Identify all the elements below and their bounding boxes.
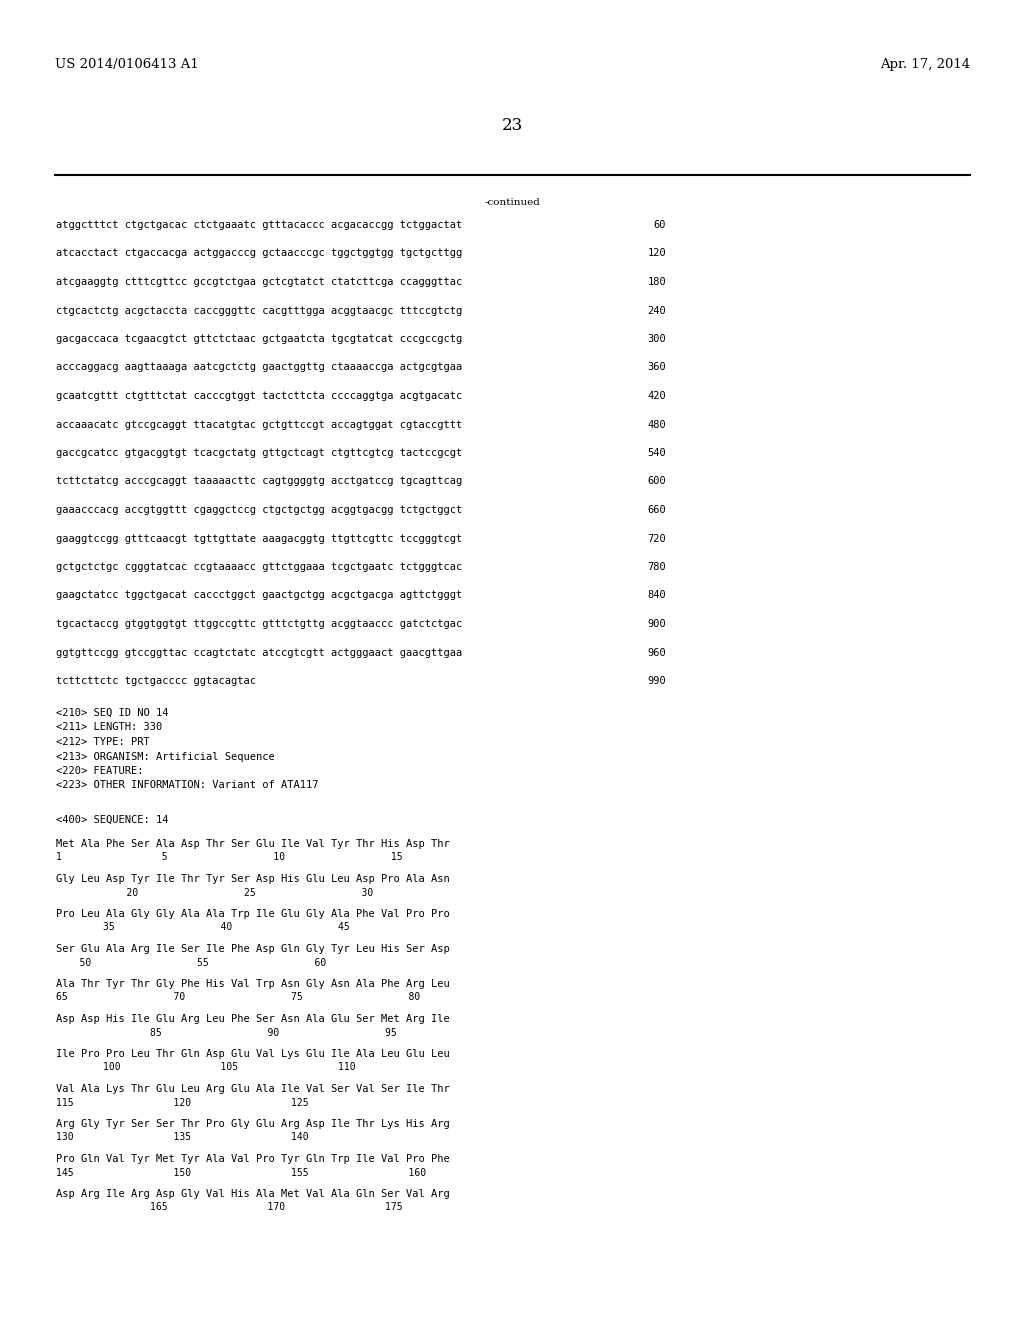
Text: 360: 360	[647, 363, 666, 372]
Text: Met Ala Phe Ser Ala Asp Thr Ser Glu Ile Val Tyr Thr His Asp Thr: Met Ala Phe Ser Ala Asp Thr Ser Glu Ile …	[56, 840, 450, 849]
Text: 480: 480	[647, 420, 666, 429]
Text: 85                  90                  95: 85 90 95	[56, 1027, 396, 1038]
Text: 600: 600	[647, 477, 666, 487]
Text: atcacctact ctgaccacga actggacccg gctaacccgc tggctggtgg tgctgcttgg: atcacctact ctgaccacga actggacccg gctaacc…	[56, 248, 462, 259]
Text: 660: 660	[647, 506, 666, 515]
Text: 115                 120                 125: 115 120 125	[56, 1097, 308, 1107]
Text: tgcactaccg gtggtggtgt ttggccgttc gtttctgttg acggtaaccc gatctctgac: tgcactaccg gtggtggtgt ttggccgttc gtttctg…	[56, 619, 462, 630]
Text: Gly Leu Asp Tyr Ile Thr Tyr Ser Asp His Glu Leu Asp Pro Ala Asn: Gly Leu Asp Tyr Ile Thr Tyr Ser Asp His …	[56, 874, 450, 884]
Text: atggctttct ctgctgacac ctctgaaatc gtttacaccc acgacaccgg tctggactat: atggctttct ctgctgacac ctctgaaatc gtttaca…	[56, 220, 462, 230]
Text: 23: 23	[502, 117, 522, 135]
Text: tcttcttctc tgctgacccc ggtacagtac: tcttcttctc tgctgacccc ggtacagtac	[56, 676, 256, 686]
Text: 20                  25                  30: 20 25 30	[56, 887, 374, 898]
Text: 130                 135                 140: 130 135 140	[56, 1133, 308, 1143]
Text: Ile Pro Pro Leu Thr Gln Asp Glu Val Lys Glu Ile Ala Leu Glu Leu: Ile Pro Pro Leu Thr Gln Asp Glu Val Lys …	[56, 1049, 450, 1059]
Text: 120: 120	[647, 248, 666, 259]
Text: <223> OTHER INFORMATION: Variant of ATA117: <223> OTHER INFORMATION: Variant of ATA1…	[56, 780, 318, 791]
Text: <212> TYPE: PRT: <212> TYPE: PRT	[56, 737, 150, 747]
Text: US 2014/0106413 A1: US 2014/0106413 A1	[55, 58, 199, 71]
Text: <220> FEATURE:: <220> FEATURE:	[56, 766, 143, 776]
Text: 840: 840	[647, 590, 666, 601]
Text: Asp Asp His Ile Glu Arg Leu Phe Ser Asn Ala Glu Ser Met Arg Ile: Asp Asp His Ile Glu Arg Leu Phe Ser Asn …	[56, 1014, 450, 1024]
Text: 145                 150                 155                 160: 145 150 155 160	[56, 1167, 426, 1177]
Text: Asp Arg Ile Arg Asp Gly Val His Ala Met Val Ala Gln Ser Val Arg: Asp Arg Ile Arg Asp Gly Val His Ala Met …	[56, 1189, 450, 1199]
Text: gaaggtccgg gtttcaacgt tgttgttate aaagacggtg ttgttcgttc tccgggtcgt: gaaggtccgg gtttcaacgt tgttgttate aaagacg…	[56, 533, 462, 544]
Text: <211> LENGTH: 330: <211> LENGTH: 330	[56, 722, 162, 733]
Text: 720: 720	[647, 533, 666, 544]
Text: 540: 540	[647, 447, 666, 458]
Text: <213> ORGANISM: Artificial Sequence: <213> ORGANISM: Artificial Sequence	[56, 751, 274, 762]
Text: gctgctctgc cgggtatcac ccgtaaaacc gttctggaaa tcgctgaatc tctgggtcac: gctgctctgc cgggtatcac ccgtaaaacc gttctgg…	[56, 562, 462, 572]
Text: Val Ala Lys Thr Glu Leu Arg Glu Ala Ile Val Ser Val Ser Ile Thr: Val Ala Lys Thr Glu Leu Arg Glu Ala Ile …	[56, 1084, 450, 1094]
Text: 990: 990	[647, 676, 666, 686]
Text: 65                  70                  75                  80: 65 70 75 80	[56, 993, 420, 1002]
Text: -continued: -continued	[484, 198, 540, 207]
Text: Ala Thr Tyr Thr Gly Phe His Val Trp Asn Gly Asn Ala Phe Arg Leu: Ala Thr Tyr Thr Gly Phe His Val Trp Asn …	[56, 979, 450, 989]
Text: 780: 780	[647, 562, 666, 572]
Text: gacgaccaca tcgaacgtct gttctctaac gctgaatcta tgcgtatcat cccgccgctg: gacgaccaca tcgaacgtct gttctctaac gctgaat…	[56, 334, 462, 345]
Text: ctgcactctg acgctaccta caccgggttc cacgtttgga acggtaacgc tttccgtctg: ctgcactctg acgctaccta caccgggttc cacgttt…	[56, 305, 462, 315]
Text: 900: 900	[647, 619, 666, 630]
Text: 100                 105                 110: 100 105 110	[56, 1063, 355, 1072]
Text: gaaacccacg accgtggttt cgaggctccg ctgctgctgg acggtgacgg tctgctggct: gaaacccacg accgtggttt cgaggctccg ctgctgc…	[56, 506, 462, 515]
Text: 300: 300	[647, 334, 666, 345]
Text: 960: 960	[647, 648, 666, 657]
Text: Pro Gln Val Tyr Met Tyr Ala Val Pro Tyr Gln Trp Ile Val Pro Phe: Pro Gln Val Tyr Met Tyr Ala Val Pro Tyr …	[56, 1154, 450, 1164]
Text: 35                  40                  45: 35 40 45	[56, 923, 350, 932]
Text: acccaggacg aagttaaaga aatcgctctg gaactggttg ctaaaaccga actgcgtgaa: acccaggacg aagttaaaga aatcgctctg gaactgg…	[56, 363, 462, 372]
Text: gaagctatcc tggctgacat caccctggct gaactgctgg acgctgacga agttctgggt: gaagctatcc tggctgacat caccctggct gaactgc…	[56, 590, 462, 601]
Text: <400> SEQUENCE: 14: <400> SEQUENCE: 14	[56, 814, 169, 825]
Text: Apr. 17, 2014: Apr. 17, 2014	[880, 58, 970, 71]
Text: Arg Gly Tyr Ser Ser Thr Pro Gly Glu Arg Asp Ile Thr Lys His Arg: Arg Gly Tyr Ser Ser Thr Pro Gly Glu Arg …	[56, 1119, 450, 1129]
Text: 240: 240	[647, 305, 666, 315]
Text: 1                 5                  10                  15: 1 5 10 15	[56, 853, 402, 862]
Text: accaaacatc gtccgcaggt ttacatgtac gctgttccgt accagtggat cgtaccgttt: accaaacatc gtccgcaggt ttacatgtac gctgttc…	[56, 420, 462, 429]
Text: 60: 60	[653, 220, 666, 230]
Text: Ser Glu Ala Arg Ile Ser Ile Phe Asp Gln Gly Tyr Leu His Ser Asp: Ser Glu Ala Arg Ile Ser Ile Phe Asp Gln …	[56, 944, 450, 954]
Text: 50                  55                  60: 50 55 60	[56, 957, 327, 968]
Text: ggtgttccgg gtccggttac ccagtctatc atccgtcgtt actgggaact gaacgttgaa: ggtgttccgg gtccggttac ccagtctatc atccgtc…	[56, 648, 462, 657]
Text: gcaatcgttt ctgtttctat cacccgtggt tactcttcta ccccaggtga acgtgacatc: gcaatcgttt ctgtttctat cacccgtggt tactctt…	[56, 391, 462, 401]
Text: 180: 180	[647, 277, 666, 286]
Text: tcttctatcg acccgcaggt taaaaacttc cagtggggtg acctgatccg tgcagttcag: tcttctatcg acccgcaggt taaaaacttc cagtggg…	[56, 477, 462, 487]
Text: atcgaaggtg ctttcgttcc gccgtctgaa gctcgtatct ctatcttcga ccagggttac: atcgaaggtg ctttcgttcc gccgtctgaa gctcgta…	[56, 277, 462, 286]
Text: <210> SEQ ID NO 14: <210> SEQ ID NO 14	[56, 708, 169, 718]
Text: gaccgcatcc gtgacggtgt tcacgctatg gttgctcagt ctgttcgtcg tactccgcgt: gaccgcatcc gtgacggtgt tcacgctatg gttgctc…	[56, 447, 462, 458]
Text: 165                 170                 175: 165 170 175	[56, 1203, 402, 1213]
Text: 420: 420	[647, 391, 666, 401]
Text: Pro Leu Ala Gly Gly Ala Ala Trp Ile Glu Gly Ala Phe Val Pro Pro: Pro Leu Ala Gly Gly Ala Ala Trp Ile Glu …	[56, 909, 450, 919]
